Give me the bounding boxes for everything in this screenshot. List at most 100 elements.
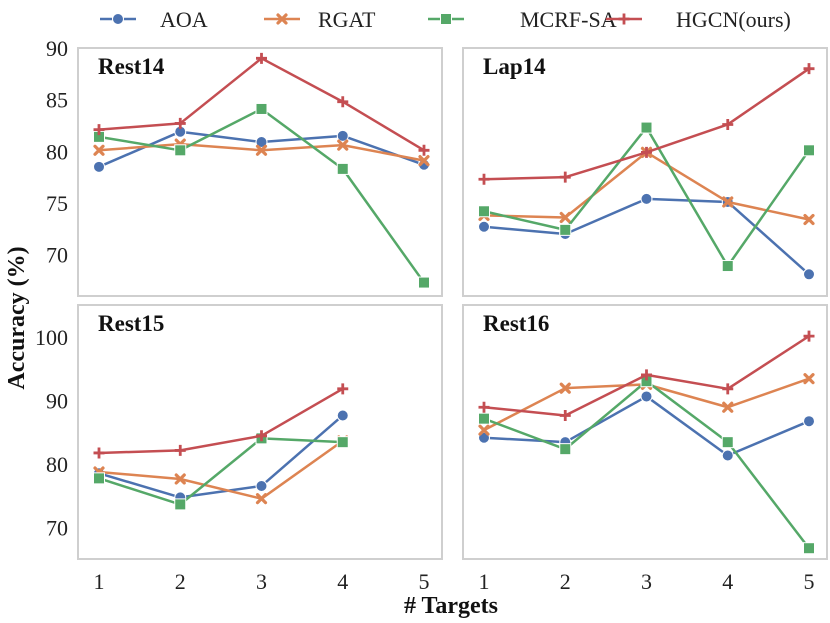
data-point-hgcn-ours (337, 96, 349, 108)
series-mcrf-sa (478, 121, 815, 273)
data-point-hgcn-ours-shape (337, 383, 349, 395)
panel-lap14: Lap14 (462, 47, 828, 297)
legend-item-rgat: RGAT (264, 7, 376, 32)
data-point-rgat-shape (559, 211, 571, 224)
y-tick-label: 90 (46, 388, 68, 413)
legend-label: MCRF-SA (520, 7, 617, 32)
legend-marker-aoa-shape (112, 13, 124, 25)
data-point-hgcn-ours-shape (256, 52, 267, 64)
data-point-rgat (478, 424, 490, 436)
data-point-aoa-shape (803, 268, 815, 281)
data-point-rgat-shape (722, 401, 734, 413)
data-point-rgat (418, 155, 430, 167)
data-point-rgat (803, 373, 815, 385)
data-point-aoa-shape (336, 129, 349, 142)
x-tick-label: 2 (560, 569, 571, 594)
data-point-rgat-shape (174, 473, 186, 485)
panel-rest15: Rest15 70 80 90 100 1 2 3 4 5 (35, 304, 443, 594)
data-point-hgcn-ours-shape (256, 430, 267, 442)
data-point-rgat (722, 196, 734, 208)
series-aoa (478, 390, 815, 462)
data-point-mcrf-sa (559, 223, 572, 236)
data-point-rgat-shape (418, 155, 430, 167)
data-point-hgcn-ours-shape (722, 118, 734, 130)
data-point-mcrf-sa (803, 542, 815, 555)
data-point-hgcn-ours-shape (803, 330, 815, 342)
data-point-hgcn-ours (478, 401, 490, 413)
y-tick-label: 75 (46, 191, 68, 216)
data-point-aoa-shape (255, 479, 268, 492)
series-hgcn-ours (478, 63, 815, 185)
legend-item-mcrf-sa: MCRF-SA (428, 7, 617, 32)
x-axis-label: # Targets (404, 593, 498, 619)
data-point-mcrf-sa-shape (559, 443, 572, 456)
data-point-rgat-shape (559, 382, 571, 394)
series-line-hgcn-ours (98, 387, 344, 455)
series-mcrf-sa (93, 102, 430, 289)
data-point-hgcn-ours-shape (559, 171, 571, 183)
data-point-hgcn-ours (93, 124, 105, 136)
data-point-aoa (255, 479, 268, 492)
legend-marker-hgcn-ours-shape (618, 13, 630, 25)
panel-title: Lap14 (483, 54, 546, 79)
data-point-hgcn-ours-shape (478, 173, 490, 185)
data-point-aoa (336, 129, 349, 142)
data-point-hgcn-ours (256, 430, 267, 442)
data-point-hgcn-ours-shape (418, 144, 430, 156)
data-point-hgcn-ours (93, 447, 105, 459)
data-point-aoa-shape (336, 409, 349, 422)
data-point-hgcn-ours (641, 146, 652, 158)
y-tick-label: 70 (46, 243, 68, 268)
data-point-hgcn-ours-shape (93, 447, 105, 459)
data-point-rgat (803, 213, 815, 226)
data-point-mcrf-sa (803, 144, 815, 157)
data-point-hgcn-ours-shape (803, 63, 815, 75)
data-point-mcrf-sa (721, 260, 734, 273)
data-point-mcrf-sa-shape (640, 121, 653, 134)
data-point-hgcn-ours-shape (559, 409, 571, 421)
legend-label: RGAT (318, 7, 376, 32)
data-point-aoa-shape (721, 449, 734, 462)
data-point-aoa-shape (93, 160, 105, 173)
data-point-rgat-shape (803, 373, 815, 385)
data-point-rgat-shape (722, 196, 734, 208)
data-point-hgcn-ours (722, 118, 734, 130)
data-point-mcrf-sa (336, 162, 349, 175)
data-point-rgat (337, 139, 349, 151)
x-tick-label: 3 (256, 569, 267, 594)
panel-frame (77, 47, 443, 297)
panel-rest14: Rest14 70 75 80 85 90 (46, 36, 443, 297)
y-tick-label: 90 (46, 36, 68, 61)
series-line-rgat (98, 439, 344, 500)
data-point-aoa (640, 192, 653, 205)
y-tick-label: 70 (46, 515, 68, 540)
data-point-rgat-shape (337, 139, 349, 151)
data-point-hgcn-ours (559, 409, 571, 421)
data-point-rgat (559, 211, 571, 224)
data-point-mcrf-sa-shape (255, 102, 268, 115)
data-point-rgat (722, 401, 734, 413)
data-point-aoa-shape (640, 390, 653, 403)
legend-item-aoa: AOA (100, 7, 208, 32)
data-point-hgcn-ours (803, 330, 815, 342)
legend-item-hgcn-ours: HGCN(ours) (606, 7, 791, 32)
legend-marker-rgat (276, 13, 288, 25)
data-point-mcrf-sa-shape (174, 144, 187, 157)
y-tick-label: 80 (46, 452, 68, 477)
data-point-aoa-shape (255, 136, 268, 149)
data-point-aoa (803, 268, 815, 281)
data-point-mcrf-sa (255, 102, 268, 115)
data-point-mcrf-sa (418, 276, 430, 289)
data-point-rgat-shape (255, 493, 268, 505)
y-tick-label: 100 (35, 325, 68, 350)
data-point-hgcn-ours (174, 117, 186, 129)
legend-label: AOA (160, 7, 208, 32)
series-hgcn-ours (93, 383, 349, 459)
data-point-mcrf-sa-shape (803, 542, 815, 555)
data-point-mcrf-sa (93, 472, 105, 485)
chart-panels: Rest14 70 75 80 85 90 Lap14 Rest15 70 80 90 100 1 2 3 4… (35, 36, 828, 594)
panel-frame (462, 304, 828, 560)
series-line-aoa (98, 414, 344, 499)
data-point-rgat-shape (803, 213, 815, 226)
data-point-rgat (559, 382, 571, 394)
